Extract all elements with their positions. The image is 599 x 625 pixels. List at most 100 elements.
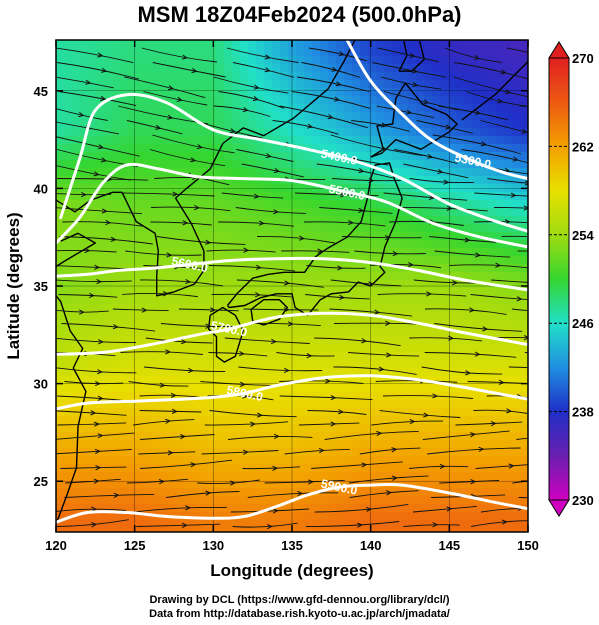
streamline — [141, 47, 217, 63]
streamline-arrowhead — [330, 394, 337, 401]
streamline — [56, 193, 112, 196]
streamline — [354, 250, 426, 255]
streamline — [120, 192, 215, 197]
streamline-arrowhead — [432, 393, 439, 399]
streamline-arrowhead — [254, 292, 261, 298]
streamline — [208, 265, 296, 272]
streamline — [149, 149, 226, 167]
streamline-arrowhead — [423, 99, 430, 105]
streamline — [139, 410, 202, 413]
streamline — [376, 105, 434, 119]
coastline-hokkaido — [370, 82, 458, 158]
streamline — [333, 366, 417, 375]
streamline-arrowhead — [96, 278, 103, 285]
streamline-arrowhead — [205, 323, 212, 329]
streamline — [470, 294, 528, 301]
coastline-kurils — [461, 61, 528, 121]
y-tick-label: 30 — [34, 377, 48, 392]
streamline — [232, 62, 295, 78]
streamline — [145, 337, 213, 344]
streamline-arrowhead — [94, 448, 101, 455]
streamline-arrowhead — [381, 122, 388, 128]
streamline — [377, 293, 467, 297]
streamline — [314, 503, 409, 513]
streamline-arrowhead — [361, 462, 368, 468]
streamline — [64, 381, 124, 385]
streamline — [403, 524, 460, 527]
y-axis-title: Latitude (degrees) — [4, 212, 23, 359]
streamline — [143, 91, 208, 106]
streamline — [439, 480, 500, 484]
streamline-arrowhead — [105, 219, 112, 226]
streamline-arrowhead — [432, 522, 439, 528]
streamline-arrowhead — [253, 193, 260, 199]
streamline-arrowhead — [283, 367, 290, 374]
contour-line — [56, 482, 528, 524]
contour-line — [56, 374, 528, 411]
streamline-arrowhead — [446, 506, 453, 512]
streamline-arrowhead — [409, 52, 416, 58]
streamline-arrowhead — [506, 408, 513, 414]
streamline-arrowhead — [512, 156, 519, 162]
streamline-arrowhead — [273, 433, 280, 440]
streamline — [494, 207, 528, 209]
streamline-arrowhead — [475, 110, 482, 116]
streamline — [324, 430, 419, 440]
streamline — [139, 394, 200, 398]
streamline — [127, 478, 189, 484]
streamline-arrowhead — [97, 395, 104, 401]
streamline — [380, 76, 442, 90]
streamline — [112, 308, 169, 312]
streamline-arrowhead — [91, 522, 98, 528]
streamline-arrowhead — [97, 433, 104, 439]
streamline-arrowhead — [287, 321, 294, 327]
streamline — [298, 422, 360, 426]
colorbar-ticks: 230 238 246 254 262 270 — [549, 51, 594, 508]
streamline-arrowhead — [439, 463, 446, 470]
streamline — [519, 105, 528, 108]
streamline-arrowhead — [327, 114, 334, 120]
streamline-arrowhead — [185, 505, 192, 511]
streamline — [429, 236, 497, 243]
streamline — [501, 235, 528, 238]
streamline-arrowhead — [445, 124, 452, 130]
streamline — [209, 410, 297, 418]
streamline — [200, 381, 275, 386]
streamline — [295, 192, 379, 197]
streamline-arrowhead — [516, 296, 523, 302]
streamline — [56, 449, 132, 455]
streamline-arrowhead — [284, 280, 291, 286]
streamline — [506, 47, 528, 53]
streamline — [140, 459, 232, 469]
streamline-arrowhead — [190, 157, 197, 163]
streamline-arrowhead — [474, 351, 481, 357]
streamline — [236, 149, 294, 162]
streamline-arrowhead — [392, 250, 399, 257]
streamline-arrowhead — [171, 408, 178, 414]
streamline — [291, 91, 371, 109]
credit-data-source: Data from http://database.rish.kyoto-u.a… — [149, 608, 450, 620]
streamline-arrowhead — [333, 96, 341, 102]
streamline — [166, 491, 240, 498]
streamline — [517, 250, 528, 252]
streamline-arrowhead — [505, 89, 512, 95]
streamline — [379, 410, 461, 418]
streamline-arrowhead — [243, 247, 250, 253]
streamline-arrowhead — [242, 449, 249, 455]
streamline-arrowhead — [298, 235, 305, 241]
streamline-arrowhead — [266, 524, 273, 530]
streamline — [330, 134, 423, 156]
streamline — [421, 366, 503, 375]
streamline — [272, 120, 339, 135]
contour-line — [56, 162, 528, 249]
streamline — [264, 479, 345, 484]
streamline — [416, 120, 473, 134]
colorbar: 230 238 246 254 262 270 — [548, 41, 594, 517]
streamline-arrowhead — [508, 463, 515, 469]
streamline — [230, 508, 309, 513]
streamline-arrowhead — [229, 128, 236, 134]
streamline — [516, 437, 528, 440]
streamline — [56, 367, 137, 374]
streamline — [56, 76, 114, 89]
